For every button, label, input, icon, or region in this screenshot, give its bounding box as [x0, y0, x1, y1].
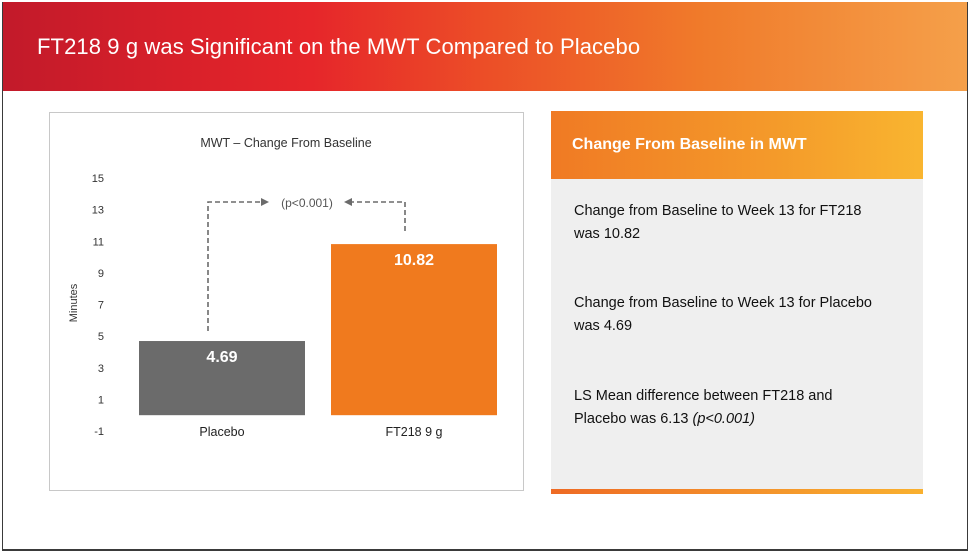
- x-category-label: Placebo: [199, 425, 244, 439]
- summary-body: Change from Baseline to Week 13 for FT21…: [551, 179, 923, 489]
- bar-value-label: 4.69: [206, 349, 237, 366]
- y-tick-label: 15: [92, 173, 104, 185]
- y-tick-label: 7: [98, 300, 104, 312]
- slide-title: FT218 9 g was Significant on the MWT Com…: [37, 34, 641, 59]
- summary-header: Change From Baseline in MWT: [551, 111, 923, 179]
- bar-placebo: [139, 341, 305, 416]
- bar-ft218-9-g: [331, 244, 497, 416]
- summary-panel: Change From Baseline in MWT Change from …: [551, 111, 923, 494]
- chart-panel: MWT – Change From Baseline Minutes 15 13 1…: [49, 112, 524, 491]
- significance-bracket-left: [207, 198, 269, 331]
- bar-chart: MWT – Change From Baseline Minutes 15131…: [68, 136, 497, 439]
- significance-annotation: (p<0.001): [281, 196, 333, 210]
- stat-placebo: Change from Baseline to Week 13 for Plac…: [574, 295, 872, 334]
- chart-title: MWT – Change From Baseline: [200, 136, 371, 150]
- bar-value-label: 10.82: [394, 252, 434, 269]
- y-tick-label: 1: [98, 394, 104, 406]
- summary-header-title: Change From Baseline in MWT: [572, 136, 807, 153]
- y-axis-label: Minutes: [68, 283, 80, 322]
- title-banner: FT218 9 g was Significant on the MWT Com…: [3, 2, 967, 91]
- stat-ls-mean-pvalue: (p<0.001): [692, 411, 755, 427]
- y-tick-label: 9: [98, 268, 104, 280]
- stat-ls-mean: LS Mean difference between FT218 and Pla…: [574, 385, 874, 431]
- y-tick-label: 3: [98, 363, 104, 375]
- y-tick-label: 13: [92, 205, 104, 217]
- y-tick-label: -1: [94, 426, 104, 438]
- stat-ls-mean-text: LS Mean difference between FT218 and Pla…: [574, 388, 833, 427]
- summary-bottom-rule: [551, 489, 923, 494]
- y-tick-label: 11: [93, 236, 104, 248]
- stat-ft218: Change from Baseline to Week 13 for FT21…: [574, 203, 862, 242]
- x-category-label: FT218 9 g: [386, 425, 443, 439]
- significance-bracket-right: [344, 198, 406, 231]
- y-tick-label: 5: [98, 331, 104, 343]
